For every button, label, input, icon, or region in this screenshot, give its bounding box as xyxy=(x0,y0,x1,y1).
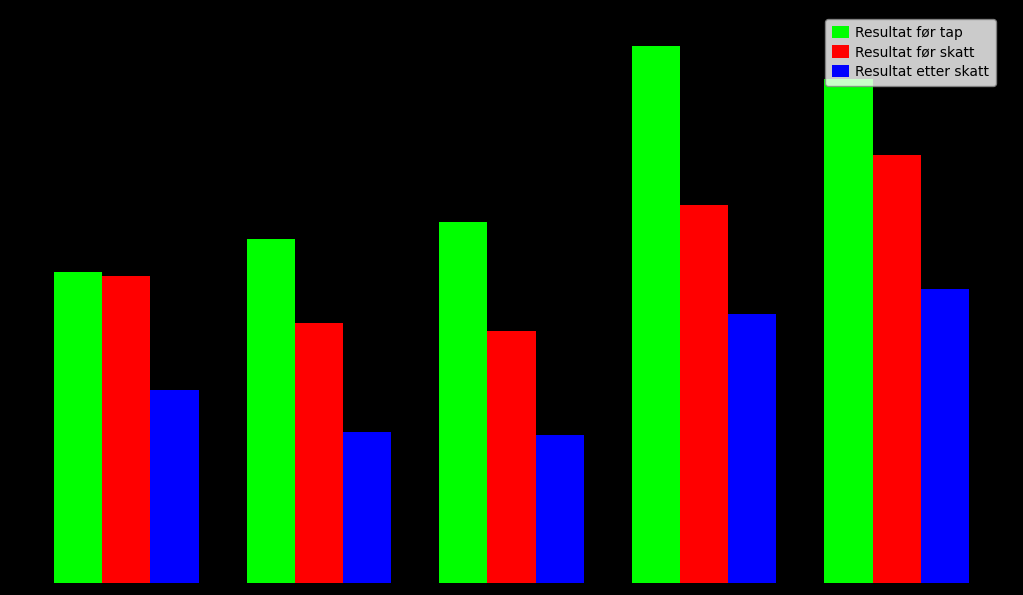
Bar xyxy=(825,79,873,583)
Bar xyxy=(439,222,487,583)
Bar xyxy=(536,436,584,583)
Bar xyxy=(632,45,680,583)
Legend: Resultat før tap, Resultat før skatt, Resultat etter skatt: Resultat før tap, Resultat før skatt, Re… xyxy=(826,19,995,86)
Bar xyxy=(921,289,969,583)
Bar xyxy=(487,331,536,583)
Bar xyxy=(873,155,921,583)
Bar xyxy=(247,239,295,583)
Bar xyxy=(54,273,102,583)
Bar xyxy=(680,205,728,583)
Bar xyxy=(150,390,198,583)
Bar xyxy=(102,275,150,583)
Bar xyxy=(728,314,776,583)
Bar xyxy=(295,322,343,583)
Bar xyxy=(343,432,391,583)
